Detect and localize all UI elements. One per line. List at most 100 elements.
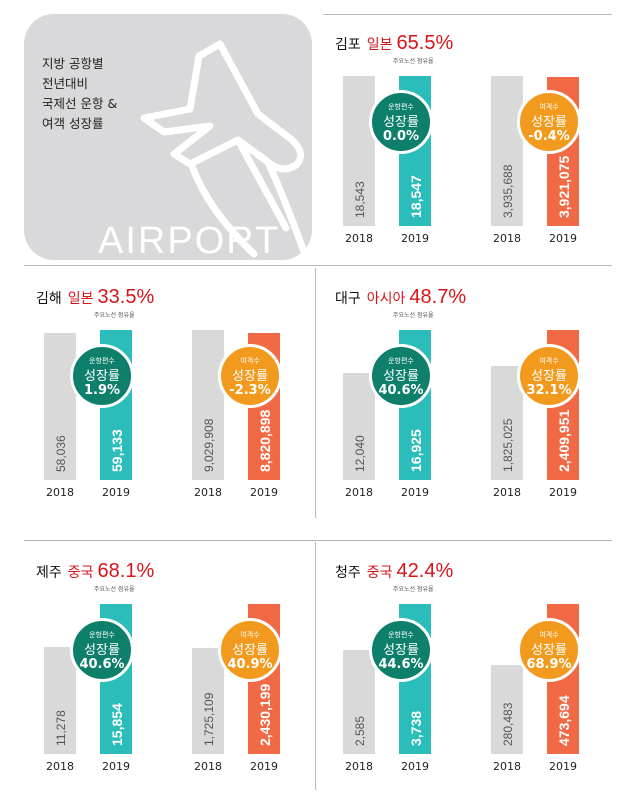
- data-label: 3,738: [408, 710, 424, 746]
- data-label: 9,029,908: [202, 418, 216, 472]
- flights-growth-badge: 운항편수 성장률 44.6%: [369, 618, 433, 682]
- divider: [24, 265, 612, 266]
- year-label: 2019: [102, 760, 130, 773]
- data-label: 18,547: [408, 175, 424, 218]
- growth-rate: 40.6%: [79, 657, 125, 672]
- airport-name: 김포: [335, 37, 361, 53]
- bar-2018: 12,040: [343, 373, 375, 480]
- year-label: 2019: [401, 486, 429, 499]
- data-label: 59,133: [109, 429, 125, 472]
- data-label: 280,483: [501, 702, 515, 746]
- badge-label: 성장률: [531, 369, 567, 384]
- bar-2018: 280,483: [491, 665, 523, 754]
- year-label: 2019: [102, 486, 130, 499]
- chart-title: 청주 중국 42.4%: [335, 560, 453, 583]
- data-label: 473,694: [556, 695, 572, 746]
- chart-title: 대구 아시아 48.7%: [335, 286, 466, 309]
- data-label: 1,825,025: [501, 418, 515, 472]
- passengers-growth-badge: 여객수 성장률 32.1%: [517, 344, 581, 408]
- top-region: 중국: [67, 565, 94, 581]
- data-label: 15,854: [109, 703, 125, 746]
- airport-name: 대구: [335, 291, 361, 307]
- share-note: 주요노선 점유율: [94, 586, 135, 593]
- badge-label: 여객수: [539, 103, 559, 111]
- badge-label: 성장률: [232, 369, 268, 384]
- growth-rate: -0.4%: [528, 129, 570, 144]
- badge-label: 성장률: [383, 115, 419, 130]
- data-label: 16,925: [408, 429, 424, 472]
- data-label: 58,036: [54, 435, 68, 472]
- year-label: 2018: [345, 232, 373, 245]
- top-region: 중국: [366, 565, 393, 581]
- growth-rate: 1.9%: [83, 383, 121, 398]
- data-label: 3,935,688: [501, 164, 515, 218]
- year-label: 2018: [46, 760, 74, 773]
- airport-name: 김해: [36, 291, 62, 307]
- airport-name: 제주: [36, 565, 62, 581]
- badge-label: 성장률: [84, 369, 120, 384]
- year-label: 2019: [250, 760, 278, 773]
- badge-label: 운항편수: [388, 103, 414, 111]
- top-region: 아시아: [366, 291, 406, 307]
- badge-label: 여객수: [539, 631, 559, 639]
- bar-2018: 18,543: [343, 76, 375, 226]
- chart-panel-3: 대구 아시아 48.7% 주요노선 점유율 12,040 2018 16,925 2019 운항…: [323, 268, 613, 516]
- divider: [323, 14, 612, 15]
- year-label: 2018: [493, 486, 521, 499]
- bar-2018: 11,278: [44, 647, 76, 754]
- year-label: 2018: [46, 486, 74, 499]
- flights-growth-badge: 운항편수 성장률 0.0%: [369, 90, 433, 154]
- top-region: 일본: [366, 37, 393, 53]
- year-label: 2018: [493, 760, 521, 773]
- growth-rate: -2.3%: [229, 383, 271, 398]
- badge-label: 여객수: [240, 631, 260, 639]
- badge-label: 성장률: [383, 369, 419, 384]
- data-label: 1,725,109: [202, 692, 216, 746]
- growth-rate: 68.9%: [526, 657, 572, 672]
- divider: [24, 540, 612, 541]
- growth-rate: 40.6%: [378, 383, 424, 398]
- year-label: 2018: [345, 760, 373, 773]
- year-label: 2018: [345, 486, 373, 499]
- passengers-growth-badge: 여객수 성장률 68.9%: [517, 618, 581, 682]
- data-label: 11,278: [54, 710, 68, 746]
- bar-2018: 1,725,109: [192, 648, 224, 754]
- share-note: 주요노선 점유율: [393, 312, 434, 319]
- bar-2018: 3,935,688: [491, 76, 523, 226]
- airplane-icon: [140, 40, 308, 258]
- growth-rate: 32.1%: [526, 383, 572, 398]
- year-label: 2018: [194, 760, 222, 773]
- chart-panel-1: 김포 일본 65.5% 주요노선 점유율 18,543 2018 18,547 2019 운항편…: [323, 14, 613, 262]
- badge-label: 운항편수: [388, 357, 414, 365]
- passengers-growth-badge: 여객수 성장률 40.9%: [218, 618, 282, 682]
- bar-2018: 58,036: [44, 333, 76, 480]
- route-share: 33.5%: [97, 286, 155, 308]
- badge-label: 성장률: [232, 643, 268, 658]
- badge-label: 운항편수: [89, 631, 115, 639]
- chart-panel-4: 제주 중국 68.1% 주요노선 점유율 11,278 2018 15,854 2019 운항편…: [24, 542, 314, 790]
- badge-label: 운항편수: [89, 357, 115, 365]
- chart-title: 김해 일본 33.5%: [36, 286, 154, 309]
- badge-label: 성장률: [383, 643, 419, 658]
- year-label: 2018: [194, 486, 222, 499]
- data-label: 2,430,199: [257, 683, 273, 746]
- data-label: 12,040: [353, 435, 367, 472]
- badge-label: 여객수: [240, 357, 260, 365]
- passengers-growth-badge: 여객수 성장률 -0.4%: [517, 90, 581, 154]
- route-share: 68.1%: [97, 560, 155, 582]
- share-note: 주요노선 점유율: [393, 586, 434, 593]
- year-label: 2019: [549, 760, 577, 773]
- tile-word: AIRPORT: [98, 220, 281, 260]
- year-label: 2019: [549, 232, 577, 245]
- data-label: 8,820,898: [257, 409, 273, 472]
- airport-name: 청주: [335, 565, 361, 581]
- year-label: 2019: [549, 486, 577, 499]
- divider: [315, 542, 316, 790]
- chart-panel-5: 청주 중국 42.4% 주요노선 점유율 2,585 2018 3,738 2019 운항편수 성…: [323, 542, 613, 790]
- badge-label: 성장률: [84, 643, 120, 658]
- divider: [315, 268, 316, 518]
- top-region: 일본: [67, 291, 94, 307]
